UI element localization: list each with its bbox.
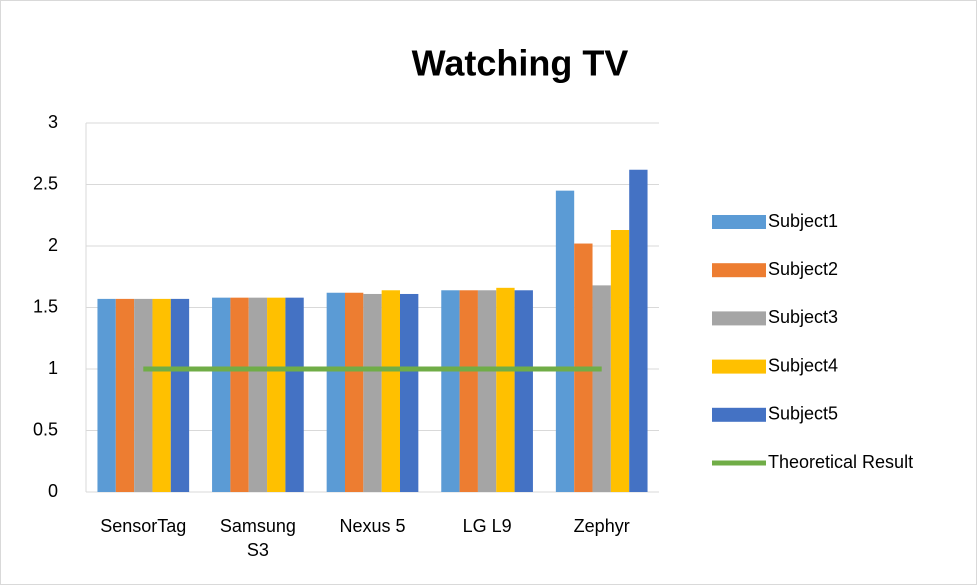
bar — [344, 292, 364, 492]
chart-title: Watching TV — [412, 43, 629, 84]
bar — [97, 298, 116, 492]
y-tick-label: 0 — [48, 481, 58, 501]
bar — [514, 290, 533, 492]
legend-label: Subject3 — [768, 307, 838, 327]
legend-label: Subject1 — [768, 211, 838, 231]
x-tick-label: SensorTag — [100, 516, 187, 536]
bar — [134, 298, 153, 492]
bar — [326, 292, 345, 492]
x-tick-label: Samsung S3 — [219, 516, 296, 560]
bar — [212, 297, 231, 492]
bar — [629, 169, 648, 493]
legend-swatch — [712, 263, 766, 278]
legend-swatch — [712, 311, 766, 326]
bar — [230, 297, 249, 492]
x-tick-label: Zephyr — [573, 516, 630, 536]
y-tick-label: 1 — [48, 358, 58, 378]
bar — [441, 290, 460, 492]
y-tick-label: 2.5 — [33, 173, 58, 193]
y-tick-label: 0.5 — [33, 419, 58, 439]
bar — [592, 285, 611, 492]
legend-swatch — [712, 359, 766, 374]
y-tick-label: 2 — [48, 235, 58, 255]
bar — [170, 298, 190, 492]
y-tick-label: 3 — [48, 112, 58, 132]
bar — [610, 230, 630, 492]
legend-swatch — [712, 215, 766, 229]
bar — [555, 190, 575, 492]
bar — [267, 297, 286, 492]
legend-label: Theoretical Result — [768, 452, 913, 472]
bar — [152, 298, 171, 492]
bar — [285, 297, 304, 492]
y-tick-label: 1.5 — [33, 296, 58, 316]
bar — [115, 298, 135, 492]
bar — [363, 293, 382, 492]
legend-swatch — [712, 407, 766, 422]
x-tick-label: LG L9 — [462, 516, 512, 536]
bar — [381, 290, 401, 492]
legend-label: Subject5 — [768, 404, 838, 424]
bar — [459, 290, 478, 492]
legend-label: Subject2 — [768, 259, 838, 279]
bar — [496, 287, 515, 492]
bar — [248, 297, 268, 492]
bar — [400, 293, 419, 492]
legend-label: Subject4 — [768, 355, 838, 375]
bar — [477, 290, 497, 492]
x-tick-label: Nexus 5 — [339, 516, 406, 536]
